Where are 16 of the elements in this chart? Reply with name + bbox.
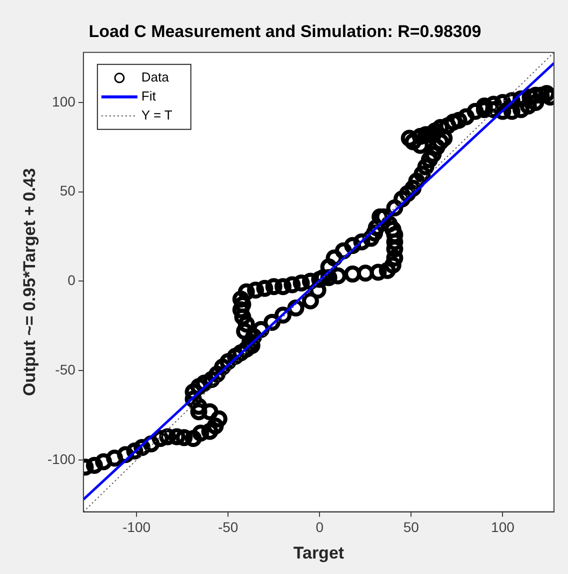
y-tick-label: 0 [68, 272, 76, 288]
legend-label: Data [141, 69, 170, 84]
y-tick-label: 100 [52, 93, 76, 110]
chart-title: Load C Measurement and Simulation: R=0.98309 [88, 22, 482, 41]
x-axis-title: Target [293, 543, 344, 562]
legend-label: Fit [141, 88, 156, 104]
y-tick-label: -100 [47, 450, 76, 467]
x-tick-label: -50 [218, 519, 238, 536]
x-tick-label: 100 [491, 519, 515, 536]
legend-label: Y = T [141, 107, 172, 122]
x-tick-label: -100 [122, 519, 151, 536]
y-tick-label: -50 [55, 361, 76, 378]
x-tick-label: 0 [316, 519, 324, 536]
x-tick-label: 50 [403, 519, 420, 536]
y-axis-title: Output ~= 0.95*Target + 0.43 [20, 168, 39, 396]
y-tick-label: 50 [60, 182, 76, 199]
